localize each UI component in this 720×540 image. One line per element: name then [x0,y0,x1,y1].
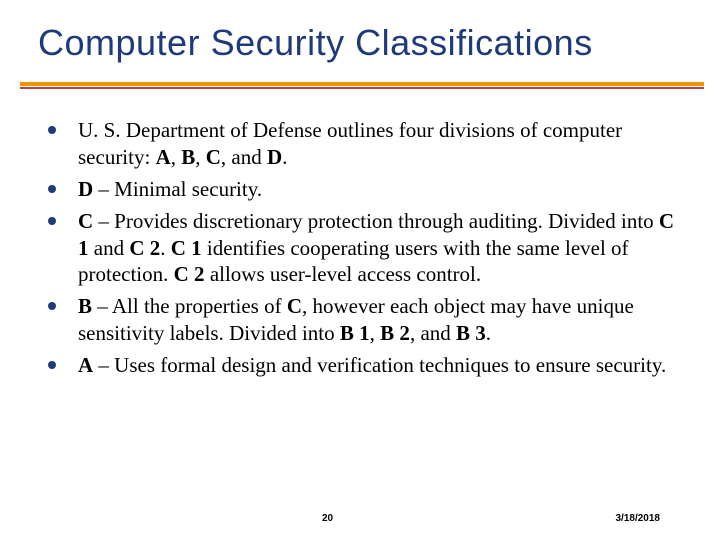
rule-bottom [20,87,704,89]
page-number: 20 [322,513,333,524]
list-item: B – All the properties of C, however eac… [44,293,680,347]
slide: Computer Security Classifications U. S. … [0,0,720,540]
list-item: C – Provides discretionary protection th… [44,208,680,289]
list-item: U. S. Department of Defense outlines fou… [44,117,680,171]
slide-title: Computer Security Classifications [38,22,690,64]
title-rule [20,82,704,89]
rule-top [20,82,704,86]
slide-body: U. S. Department of Defense outlines fou… [30,117,690,379]
list-item: D – Minimal security. [44,176,680,203]
slide-date: 3/18/2018 [616,513,661,524]
list-item: A – Uses formal design and verification … [44,352,680,379]
bullet-list: U. S. Department of Defense outlines fou… [44,117,680,379]
